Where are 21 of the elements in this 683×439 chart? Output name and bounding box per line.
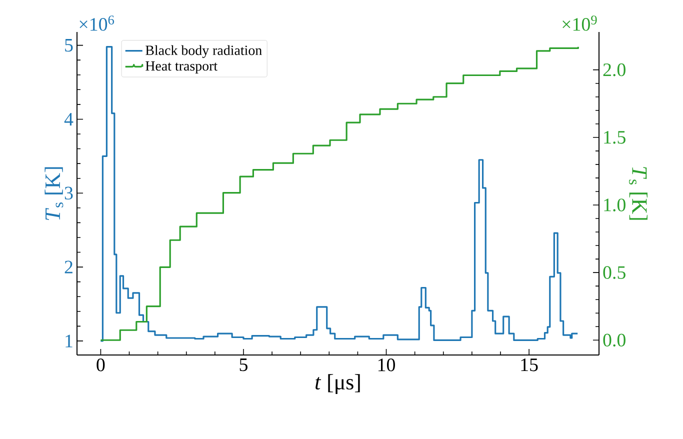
y2-tick-label: 0.0 bbox=[603, 334, 626, 347]
x-axis-title: t [μs] bbox=[316, 374, 360, 394]
y-tick-label: 3 bbox=[64, 186, 73, 200]
x-tick-label: 15 bbox=[521, 358, 538, 372]
y-tick-label: 1 bbox=[66, 334, 72, 348]
y-axis-title: T$_{s}$ [K] bbox=[44, 167, 64, 220]
text: ×10$^{9}$ bbox=[562, 16, 597, 31]
x-tick-label: 10 bbox=[378, 358, 395, 372]
y-tick-label: 2 bbox=[64, 260, 72, 274]
y2-axis-title: T$_{s}$ [K] bbox=[629, 167, 648, 220]
legend-label: Black body radiation bbox=[146, 45, 262, 58]
x-tick-label: 0 bbox=[96, 358, 105, 372]
y-tick-label: 4 bbox=[64, 112, 74, 126]
y-tick-label: 5 bbox=[65, 39, 73, 52]
text: ×10$^{6}$ bbox=[80, 16, 114, 31]
y2-tick-label: 1.0 bbox=[604, 198, 626, 212]
legend-label: Heat trasport bbox=[146, 61, 218, 74]
y2-tick-label: 1.5 bbox=[604, 131, 626, 144]
x-tick-label: 5 bbox=[240, 358, 248, 372]
y2-tick-label: 2.0 bbox=[603, 63, 626, 76]
y2-tick-label: 0.5 bbox=[603, 266, 626, 279]
